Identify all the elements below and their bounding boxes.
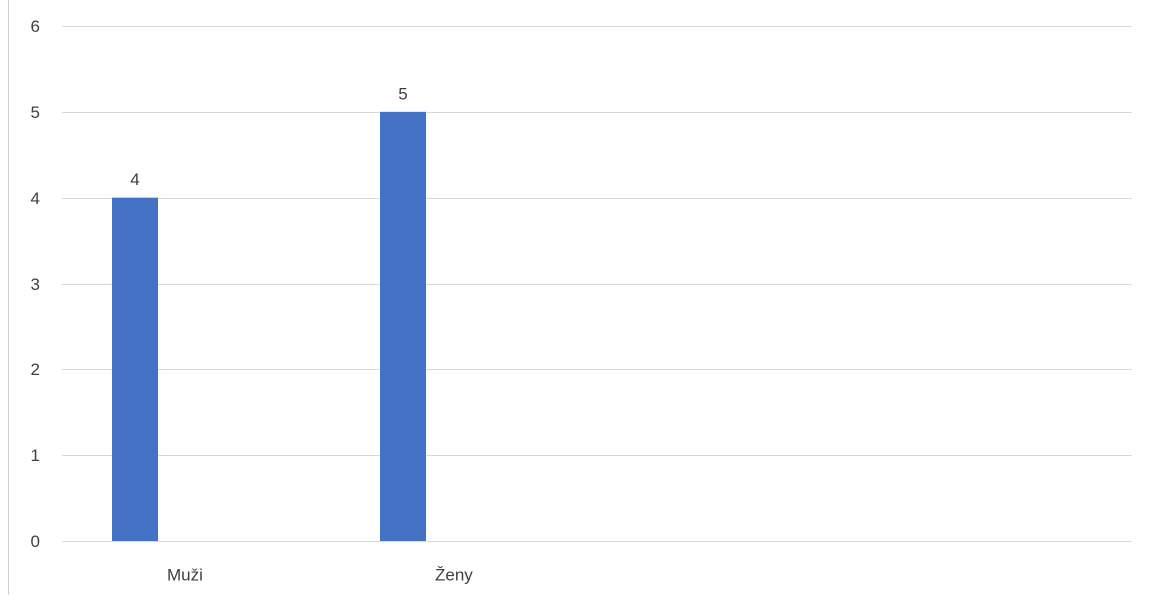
bar xyxy=(112,197,158,541)
bar xyxy=(380,111,426,541)
y-tick-label: 0 xyxy=(31,532,40,551)
data-label: 4 xyxy=(130,170,139,189)
data-label: 5 xyxy=(398,84,407,103)
y-axis-ticks: 0 1 2 3 4 5 6 xyxy=(31,17,40,551)
y-tick-label: 2 xyxy=(31,360,40,379)
y-tick-label: 5 xyxy=(31,103,40,122)
y-tick-label: 1 xyxy=(31,446,40,465)
y-tick-label: 6 xyxy=(31,17,40,36)
x-axis-ticks: Muži Ženy xyxy=(167,566,473,585)
gridlines xyxy=(62,26,1132,542)
y-tick-label: 3 xyxy=(31,275,40,294)
y-tick-label: 4 xyxy=(31,189,40,208)
x-tick-label: Muži xyxy=(167,566,203,585)
x-tick-label: Ženy xyxy=(435,566,473,585)
bars xyxy=(112,111,426,541)
data-labels: 45 xyxy=(130,84,407,189)
